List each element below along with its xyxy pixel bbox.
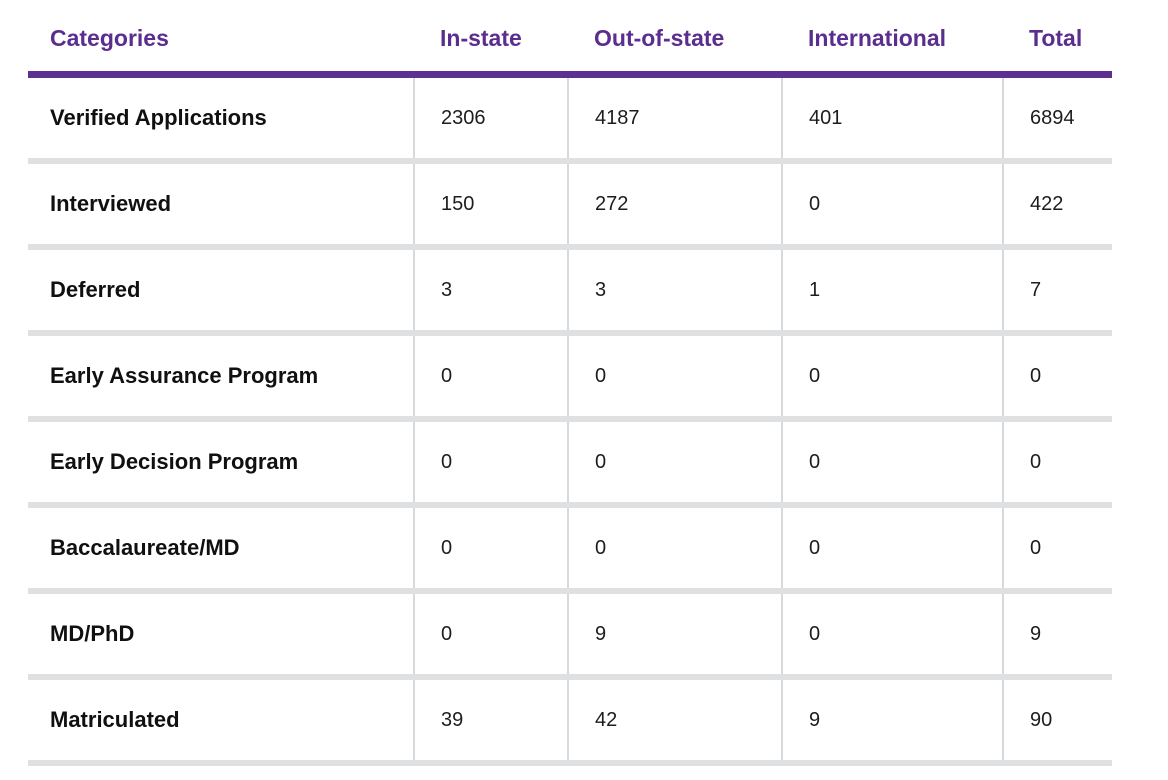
column-header-total: Total: [1003, 0, 1112, 78]
table-row-baccalaureate-md: Baccalaureate/MD 0 0 0 0: [28, 502, 1112, 591]
table-row-interviewed: Interviewed 150 272 0 422: [28, 158, 1112, 247]
cell-in-state: 0: [413, 416, 568, 505]
cell-international: 0: [781, 158, 1003, 247]
cell-out-of-state: 42: [567, 674, 782, 766]
cell-out-of-state: 3: [567, 244, 782, 333]
cell-in-state: 0: [413, 588, 568, 677]
cell-total: 0: [1002, 330, 1112, 419]
table-row-verified-applications: Verified Applications 2306 4187 401 6894: [28, 74, 1112, 161]
table-body: Verified Applications 2306 4187 401 6894…: [28, 74, 1112, 766]
cell-out-of-state: 0: [567, 502, 782, 591]
cell-international: 0: [781, 330, 1003, 419]
cell-international: 0: [781, 416, 1003, 505]
table-header: Categories In-state Out-of-state Interna…: [28, 0, 1112, 78]
cell-total: 0: [1002, 502, 1112, 591]
cell-international: 401: [781, 74, 1003, 161]
admissions-stats-table: Categories In-state Out-of-state Interna…: [28, 0, 1112, 766]
cell-out-of-state: 0: [567, 416, 782, 505]
cell-in-state: 3: [413, 244, 568, 333]
cell-total: 90: [1002, 674, 1112, 766]
cell-total: 7: [1002, 244, 1112, 333]
column-header-international: International: [782, 0, 1003, 78]
table-row-early-decision-program: Early Decision Program 0 0 0 0: [28, 416, 1112, 505]
row-label: Baccalaureate/MD: [28, 502, 414, 591]
cell-out-of-state: 272: [567, 158, 782, 247]
column-header-in-state: In-state: [414, 0, 568, 78]
row-label: Deferred: [28, 244, 414, 333]
cell-total: 422: [1002, 158, 1112, 247]
cell-total: 0: [1002, 416, 1112, 505]
cell-out-of-state: 9: [567, 588, 782, 677]
cell-in-state: 0: [413, 330, 568, 419]
cell-in-state: 39: [413, 674, 568, 766]
cell-in-state: 0: [413, 502, 568, 591]
row-label: Verified Applications: [28, 74, 414, 161]
cell-in-state: 150: [413, 158, 568, 247]
cell-total: 6894: [1002, 74, 1112, 161]
table-row-early-assurance-program: Early Assurance Program 0 0 0 0: [28, 330, 1112, 419]
table-row-matriculated: Matriculated 39 42 9 90: [28, 674, 1112, 766]
cell-international: 9: [781, 674, 1003, 766]
row-label: Matriculated: [28, 674, 414, 766]
column-header-out-of-state: Out-of-state: [568, 0, 782, 78]
header-row: Categories In-state Out-of-state Interna…: [28, 0, 1112, 78]
cell-international: 0: [781, 588, 1003, 677]
row-label: MD/PhD: [28, 588, 414, 677]
table-row-md-phd: MD/PhD 0 9 0 9: [28, 588, 1112, 677]
row-label: Interviewed: [28, 158, 414, 247]
cell-international: 1: [781, 244, 1003, 333]
cell-out-of-state: 4187: [567, 74, 782, 161]
cell-in-state: 2306: [413, 74, 568, 161]
column-header-categories: Categories: [28, 0, 414, 78]
row-label: Early Assurance Program: [28, 330, 414, 419]
cell-out-of-state: 0: [567, 330, 782, 419]
table-row-deferred: Deferred 3 3 1 7: [28, 244, 1112, 333]
row-label: Early Decision Program: [28, 416, 414, 505]
cell-international: 0: [781, 502, 1003, 591]
cell-total: 9: [1002, 588, 1112, 677]
